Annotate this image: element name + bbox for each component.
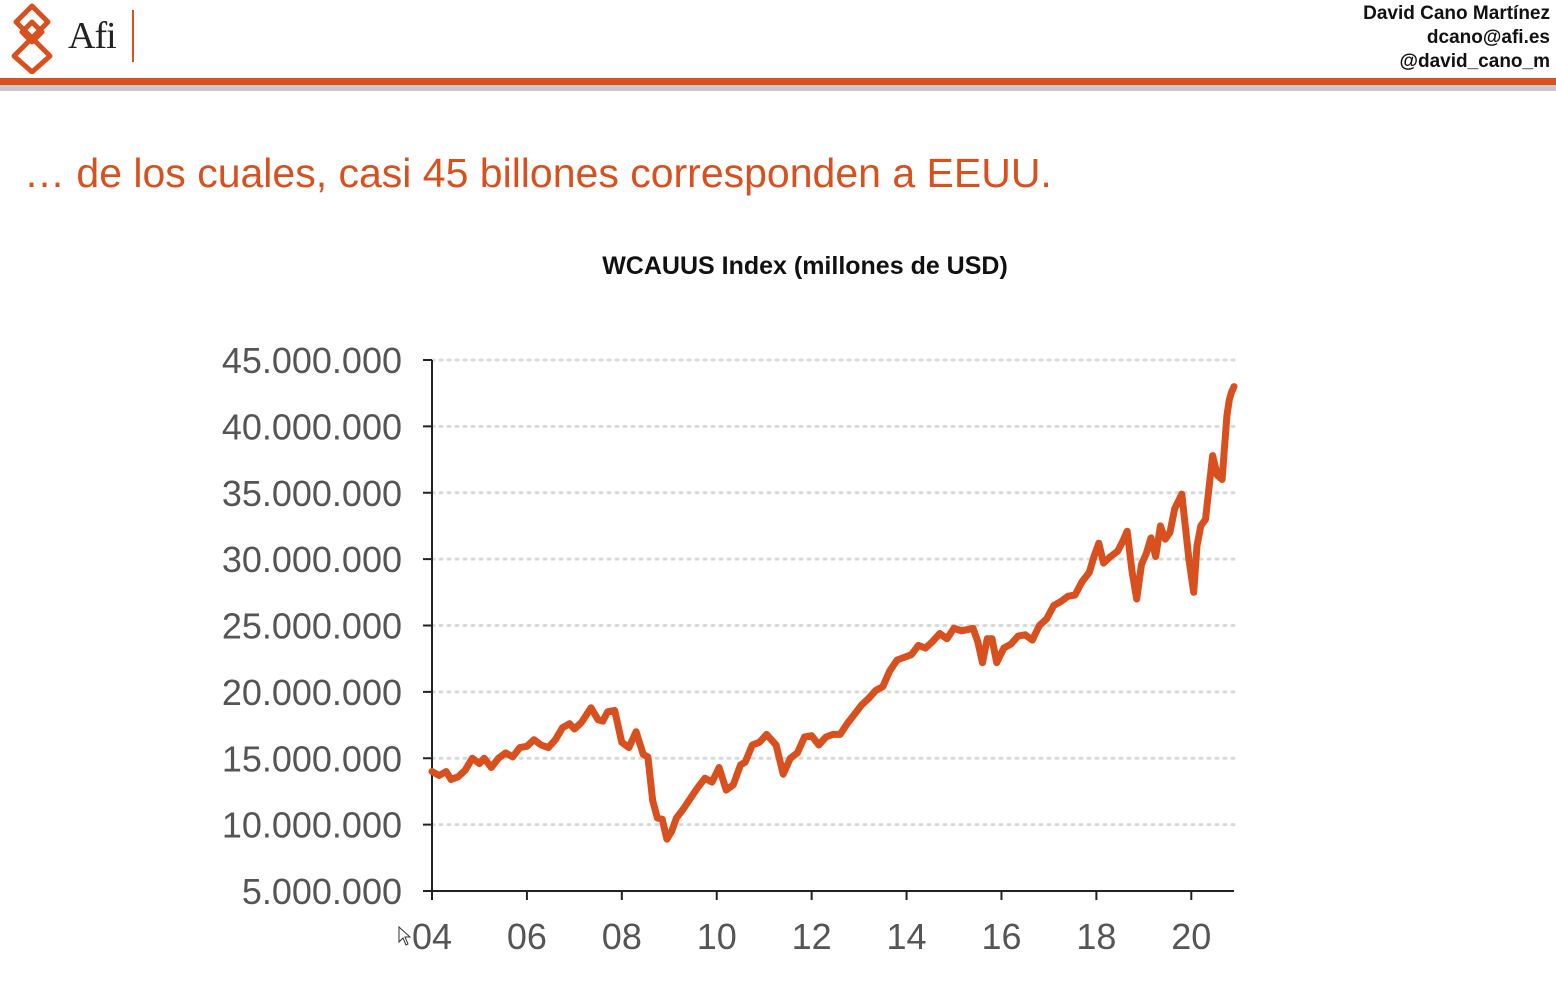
y-tick-label: 30.000.000 — [222, 539, 402, 580]
series-group — [428, 383, 1238, 843]
x-tick-label: 16 — [981, 916, 1021, 957]
series-line — [428, 383, 1238, 843]
author-handle: @david_cano_m — [1399, 51, 1550, 72]
y-tick-label: 45.000.000 — [222, 340, 402, 381]
mouse-cursor-icon — [398, 926, 412, 946]
x-tick-label: 18 — [1076, 916, 1116, 957]
x-tick-label: 06 — [507, 916, 547, 957]
axes — [423, 359, 1234, 900]
header: Afi David Cano Martínez dcano@afi.es @da… — [0, 0, 1556, 92]
x-tick-label: 20 — [1171, 916, 1211, 957]
logo-text: Afi — [68, 15, 117, 57]
header-accent-bar — [0, 78, 1556, 85]
gridlines — [430, 358, 1236, 827]
y-tick-label: 20.000.000 — [222, 672, 402, 713]
y-tick-label: 25.000.000 — [222, 606, 402, 647]
x-tick-label: 12 — [792, 916, 832, 957]
y-tick-label: 40.000.000 — [222, 406, 402, 447]
y-tick-labels: 5.000.000 10.000.000 15.000.000 20.000.000 2… — [222, 340, 402, 912]
x-tick-label: 10 — [697, 916, 737, 957]
x-tick-label: 04 — [412, 916, 452, 957]
author-name: David Cano Martínez — [1363, 3, 1550, 24]
x-tick-label: 14 — [887, 916, 927, 957]
slide-title: … de los cuales, casi 45 billones corres… — [24, 150, 1052, 196]
y-tick-label: 15.000.000 — [222, 738, 402, 779]
y-tick-label: 5.000.000 — [242, 871, 402, 912]
x-tick-label: 08 — [602, 916, 642, 957]
y-tick-label: 35.000.000 — [222, 473, 402, 514]
logo-divider — [132, 10, 134, 62]
author-email: dcano@afi.es — [1426, 27, 1550, 48]
x-tick-labels: 04 06 08 10 12 14 16 18 20 — [412, 916, 1211, 957]
y-tick-label: 10.000.000 — [222, 805, 402, 846]
chart-title: WCAUUS Index (millones de USD) — [602, 252, 1008, 280]
afi-logo-icon — [11, 3, 53, 74]
author-block: David Cano Martínez dcano@afi.es @david_… — [1363, 2, 1550, 74]
header-gray-bar — [0, 85, 1556, 91]
